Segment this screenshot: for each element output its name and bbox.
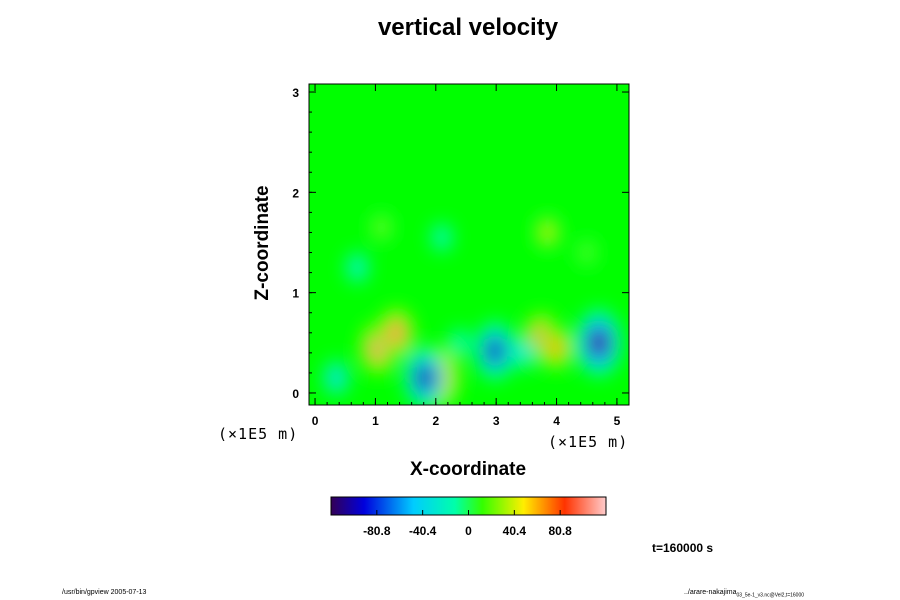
x-tick-label: 3 [493,414,500,428]
footer-command: /usr/bin/gpview 2005-07-13 [62,589,147,596]
x-axis-label: X-coordinate [409,459,527,480]
time-label: t=160000 s [652,541,714,555]
y-axis-unit: (×1E5 m) [218,425,299,443]
colorbar-tick-label: 0 [465,524,472,538]
x-tick-label: 2 [432,414,439,428]
field-feature [457,338,463,347]
field-feature [544,227,551,238]
field-feature [489,343,501,359]
field-feature [438,233,445,242]
y-tick-label: 0 [292,387,299,401]
field-feature [592,334,605,352]
footer-file: ../arare-nakajima03_5e-1_v3.nc@Vel2,t=16… [684,589,804,598]
plot-area [309,84,629,405]
x-tick-label: 0 [312,414,319,428]
y-axis-label: Z-coordinate [252,185,273,301]
field-feature [520,348,527,358]
colorbar-tick-label: 40.4 [503,524,527,538]
plot-frame [308,83,630,406]
x-tick-label: 4 [553,414,560,428]
y-tick-label: 2 [292,186,299,200]
y-tick-label: 1 [292,287,299,301]
footer-file-sub: 03_5e-1_v3.nc@Vel2,t=16000 [736,592,805,599]
footer-file-main: ../arare-nakajima [684,589,737,596]
x-tick-label: 1 [372,414,379,428]
field-feature [332,373,340,383]
colorbar-tick-label: 80.8 [548,524,572,538]
field-feature [419,370,431,386]
x-axis-unit: (×1E5 m) [548,433,629,451]
x-tick-label: 5 [614,414,621,428]
field-feature [584,248,590,257]
colorbar-tick-label: -80.8 [363,524,391,538]
field-feature [354,263,361,272]
chart-title: vertical velocity [377,14,559,41]
field-feature [391,325,402,340]
field-feature [552,341,561,354]
y-tick-label: 3 [292,86,299,100]
colorbar-tick-label: -40.4 [409,524,437,538]
field-feature [378,223,385,232]
